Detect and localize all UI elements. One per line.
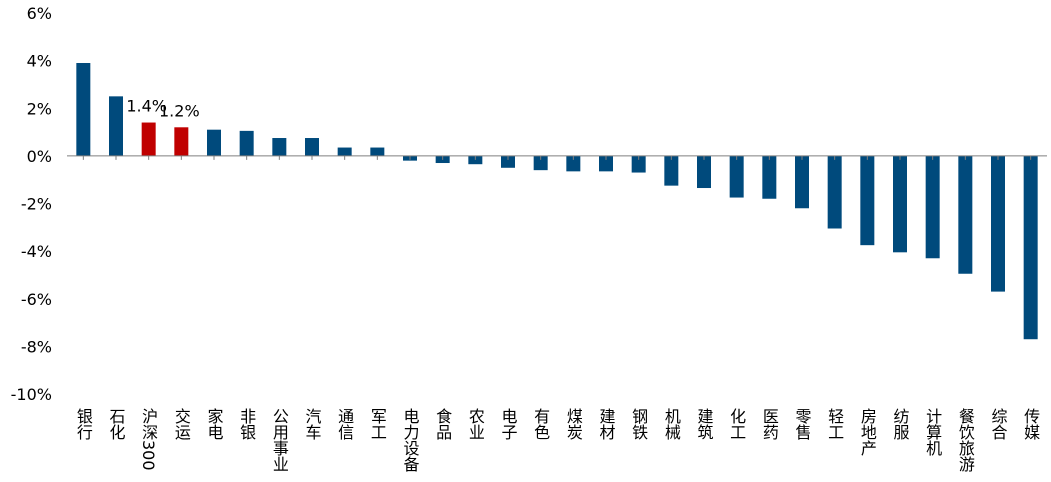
bar-1 <box>109 96 123 156</box>
y-tick-label: 2% <box>27 99 52 118</box>
bar-19 <box>697 155 711 189</box>
y-tick-label: 0% <box>27 147 52 166</box>
x-tick-label: 传媒 <box>1021 408 1040 440</box>
y-tick-label: -4% <box>21 242 52 261</box>
bar-14 <box>533 155 548 171</box>
x-tick-label: 零售 <box>793 408 812 440</box>
bar-27 <box>958 155 973 274</box>
x-tick-label: 建材 <box>597 408 616 440</box>
bar-0 <box>76 63 91 156</box>
bar-16 <box>599 155 613 172</box>
category-labels: 银行 石化 沪深300 交运 家电 非银 公用事业 汽车 通信 军工 电力设备 食品 农业 电子 有色 煤炭建… <box>74 408 1040 473</box>
bar-12 <box>468 155 483 165</box>
x-tick-label: 通信 <box>335 408 354 440</box>
bar-7 <box>305 138 319 156</box>
bar-26 <box>925 155 940 259</box>
data-label: 1.2% <box>159 101 200 120</box>
bar-24 <box>860 155 875 246</box>
bar-29 <box>1023 155 1038 340</box>
x-tick-label: 纺服 <box>891 408 910 441</box>
bar-17 <box>631 155 646 173</box>
x-tick-label: 机械 <box>662 408 681 440</box>
bar-5 <box>239 130 254 156</box>
bar-8 <box>337 147 352 156</box>
x-tick-label: 交运 <box>172 408 191 441</box>
y-axis-tick-labels: 6% 4% 2% 0% -2% -4% -6% -8% -10% <box>11 4 52 404</box>
bar-28 <box>991 155 1005 292</box>
x-tick-label: 汽车 <box>303 408 322 440</box>
bar-2 <box>141 122 156 156</box>
bar-20 <box>729 155 744 198</box>
y-tick-label: -10% <box>11 385 52 404</box>
bar-18 <box>664 155 679 186</box>
bars <box>76 63 1038 340</box>
data-label: 1.4% <box>126 97 167 116</box>
x-tick-label: 电子 <box>499 408 518 440</box>
x-tick-label: 军工 <box>368 408 387 440</box>
x-tick-label: 化工 <box>727 408 746 440</box>
x-tick-label: 农业 <box>466 408 485 440</box>
x-tick-label: 银行 <box>74 408 93 441</box>
y-tick-label: -6% <box>21 290 52 309</box>
bar-21 <box>762 155 777 199</box>
y-tick-label: 6% <box>27 4 52 23</box>
x-tick-label: 公用事业 <box>270 408 289 472</box>
bar-25 <box>893 155 907 253</box>
x-tick-label: 综合 <box>989 408 1008 440</box>
x-tick-label: 石化 <box>107 408 126 440</box>
bar-4 <box>207 129 221 156</box>
bar-23 <box>827 155 842 229</box>
x-tick-label: 餐饮旅游 <box>956 408 975 473</box>
bar-3 <box>174 127 189 156</box>
x-tick-label: 食品 <box>433 408 452 440</box>
bar-9 <box>370 147 385 156</box>
x-tick-label: 有色 <box>531 408 550 440</box>
x-tick-label: 沪深300 <box>139 408 158 471</box>
x-tick-label: 医药 <box>760 408 779 441</box>
y-tick-label: -8% <box>21 337 52 356</box>
x-tick-label: 计算机 <box>923 408 942 457</box>
y-tick-label: 4% <box>27 52 52 71</box>
bar-6 <box>272 138 287 156</box>
bar-15 <box>566 155 581 172</box>
x-tick-label: 建筑 <box>695 408 714 440</box>
x-tick-label: 钢铁 <box>629 408 648 440</box>
x-tick-label: 非银 <box>237 408 256 440</box>
y-tick-label: -2% <box>21 195 52 214</box>
x-tick-label: 电力设备 <box>401 408 420 472</box>
x-tick-label: 家电 <box>205 408 224 440</box>
x-tick-label: 轻工 <box>825 408 844 440</box>
x-tick-label: 煤炭 <box>564 408 583 440</box>
x-tick-label: 房地产 <box>858 408 877 456</box>
data-labels: 1.4%1.2% <box>126 97 199 121</box>
bar-22 <box>795 155 809 209</box>
bar-13 <box>501 155 515 168</box>
